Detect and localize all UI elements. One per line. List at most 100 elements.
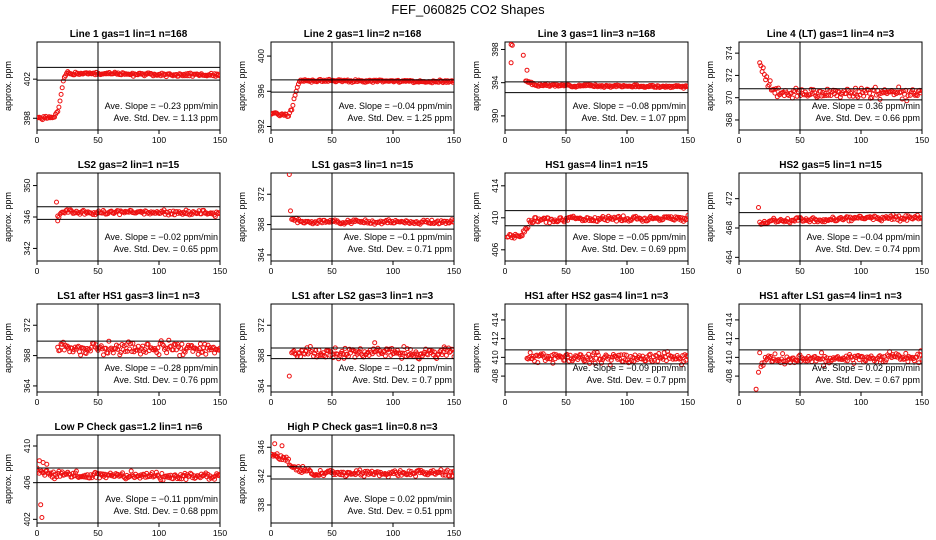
y-tick-label: 372: [724, 68, 734, 82]
data-point: [451, 354, 454, 360]
y-tick-label: 346: [256, 440, 266, 454]
x-tick-label: 50: [795, 266, 805, 276]
data-point: [109, 473, 114, 479]
slope-annotation: Ave. Slope = −0.08 ppm/min: [573, 101, 686, 111]
std-annotation: Ave. Std. Dev. = 1.25 ppm: [348, 113, 452, 123]
data-point: [295, 81, 301, 87]
data-point: [212, 214, 218, 219]
x-tick-label: 100: [386, 397, 400, 407]
data-point: [440, 349, 446, 355]
data-point: [76, 475, 82, 480]
y-axis-label: approx. ppm: [471, 61, 481, 111]
y-tick-label: 398: [490, 42, 500, 56]
x-tick-label: 150: [447, 397, 461, 407]
data-point: [685, 212, 688, 218]
x-tick-label: 0: [503, 397, 508, 407]
x-tick-label: 150: [447, 266, 461, 276]
chart-panel: Line 1 gas=1 lin=1 n=168 0 50 100 150 398 402 a…: [3, 29, 227, 145]
y-tick-label: 472: [724, 191, 734, 205]
data-point: [197, 341, 203, 347]
data-point: [824, 355, 830, 361]
x-tick-label: 0: [35, 135, 40, 145]
chart-panel: Line 4 (LT) gas=1 lin=4 n=3 0 50 100 150 368 3…: [705, 29, 929, 145]
data-point: [775, 85, 781, 91]
x-tick-label: 50: [93, 397, 103, 407]
data-point: [647, 351, 653, 357]
data-point: [349, 79, 355, 85]
data-point: [448, 469, 454, 475]
y-tick-label: 412: [724, 331, 734, 345]
data-point: [83, 474, 89, 480]
plot-frame: [738, 41, 923, 131]
data-point: [58, 91, 64, 97]
panel-title: Line 3 gas=1 lin=3 n=168: [538, 29, 656, 40]
data-point: [524, 67, 530, 73]
data-point: [288, 208, 293, 214]
data-point: [357, 467, 363, 473]
data-point: [912, 214, 918, 220]
data-point: [55, 109, 61, 114]
data-point: [781, 219, 787, 225]
data-point: [802, 89, 808, 95]
y-tick-label: 414: [724, 313, 734, 327]
y-tick-label: 414: [490, 313, 500, 327]
panel-title: Line 4 (LT) gas=1 lin=4 n=3: [767, 29, 895, 40]
data-point: [44, 461, 50, 467]
x-tick-label: 150: [681, 135, 695, 145]
data-point: [904, 217, 910, 223]
data-point: [382, 353, 388, 359]
data-point: [429, 217, 435, 223]
y-tick-label: 410: [724, 350, 734, 364]
x-tick-label: 50: [327, 397, 337, 407]
y-tick-label: 364: [22, 379, 32, 393]
data-point: [217, 345, 220, 351]
data-point: [919, 215, 922, 221]
plot-frame: [270, 41, 455, 131]
data-point: [592, 360, 598, 366]
data-point: [825, 218, 831, 223]
data-point: [129, 349, 135, 354]
y-tick-label: 350: [22, 178, 32, 192]
data-point: [621, 352, 627, 358]
data-point: [337, 472, 343, 478]
data-point: [169, 211, 175, 217]
data-point: [652, 358, 657, 363]
x-tick-label: 150: [213, 135, 227, 145]
data-point: [543, 219, 549, 225]
y-tick-label: 468: [724, 221, 734, 235]
data-point: [856, 357, 862, 363]
data-point: [867, 90, 872, 96]
data-point: [77, 71, 83, 77]
data-point: [57, 98, 63, 104]
data-point: [217, 73, 220, 79]
x-tick-label: 100: [620, 135, 634, 145]
data-points: [54, 199, 220, 224]
panel-title: HS1 after LS1 gas=4 lin=1 n=3: [759, 291, 902, 302]
data-point: [535, 360, 541, 366]
data-point: [905, 93, 911, 99]
data-point: [105, 350, 111, 356]
data-point: [874, 92, 879, 98]
y-tick-label: 394: [490, 75, 500, 89]
data-point: [520, 52, 526, 58]
data-point: [306, 467, 312, 473]
data-point: [780, 351, 786, 357]
chart-panel: HS2 gas=5 lin=1 n=15 0 50 100 150 464 468 472 ap…: [705, 160, 929, 276]
data-point: [595, 216, 601, 221]
data-point: [817, 89, 823, 94]
x-tick-label: 150: [213, 397, 227, 407]
y-tick-label: 406: [490, 242, 500, 256]
data-point: [594, 350, 600, 355]
data-point: [763, 77, 769, 83]
data-point: [83, 351, 89, 356]
data-point: [882, 87, 888, 93]
data-point: [372, 340, 378, 346]
panel-title: High P Check gas=1 lin=0.8 n=3: [287, 422, 438, 433]
data-point: [156, 352, 162, 358]
x-tick-label: 0: [35, 266, 40, 276]
y-tick-label: 346: [22, 210, 32, 224]
y-tick-label: 368: [22, 348, 32, 362]
data-point: [620, 213, 626, 219]
data-point: [626, 218, 632, 224]
